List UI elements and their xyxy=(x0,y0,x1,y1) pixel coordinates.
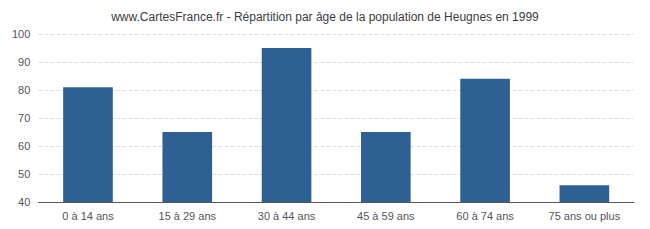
svg-text:15 à 29 ans: 15 à 29 ans xyxy=(159,210,217,222)
svg-text:60: 60 xyxy=(18,140,30,152)
svg-text:75 ans ou plus: 75 ans ou plus xyxy=(549,210,621,222)
svg-text:0 à 14 ans: 0 à 14 ans xyxy=(62,210,114,222)
svg-text:40: 40 xyxy=(18,196,30,208)
svg-text:90: 90 xyxy=(18,56,30,68)
svg-text:www.CartesFrance.fr - Répartit: www.CartesFrance.fr - Répartition par âg… xyxy=(110,10,539,24)
svg-text:60 à 74 ans: 60 à 74 ans xyxy=(456,210,514,222)
svg-text:50: 50 xyxy=(18,168,30,180)
svg-text:45 à 59 ans: 45 à 59 ans xyxy=(357,210,415,222)
svg-text:30 à 44 ans: 30 à 44 ans xyxy=(258,210,316,222)
svg-text:100: 100 xyxy=(12,28,30,40)
svg-text:80: 80 xyxy=(18,84,30,96)
svg-text:70: 70 xyxy=(18,112,30,124)
